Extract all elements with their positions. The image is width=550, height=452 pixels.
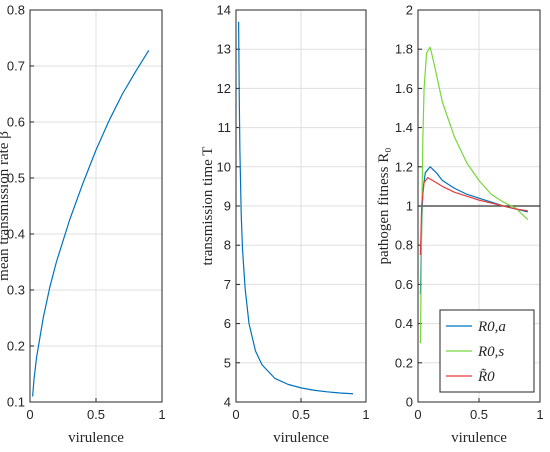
plot-frame: [417, 9, 541, 403]
legend: R0,a R0,s R̃0: [439, 309, 535, 393]
y-tick-label: 0.4: [395, 316, 413, 331]
y-tick-label: 0.1: [7, 395, 25, 410]
y-axis-label: mean transmission rate β̄: [0, 128, 12, 281]
y-tick-label: 4: [224, 395, 231, 410]
y-tick-label: 0.2: [7, 339, 25, 354]
y-tick-label: 0.3: [7, 283, 25, 298]
y-tick-label: 0.6: [7, 115, 25, 130]
y-axis-label: pathogen fitness R₀: [376, 148, 392, 265]
y-tick-label: 1.4: [395, 120, 413, 135]
chart-panel-1: 0 0.5 1 0.1 0.2 0.3 0.4 0.5 0.6 0.7 0.8 virulence me…: [0, 3, 166, 447]
y-tick-label: 1.8: [395, 42, 413, 57]
y-tick-label: 6: [224, 316, 231, 331]
y-tick-label: 12: [217, 81, 231, 96]
x-tick-label: 0.5: [292, 407, 310, 422]
y-tick-label: 9: [224, 199, 231, 214]
series-line-1: [32, 50, 150, 397]
chart-panel-3: 0 0.5 1 0 0.2 0.4 0.6 0.8 1 1.2 1.4 1.6 1.8 2 virulenc…: [376, 3, 544, 447]
y-tick-label: 0.2: [395, 355, 413, 370]
x-tick-label: 0: [26, 407, 33, 422]
y-tick-label: 2: [406, 3, 413, 18]
x-tick-label: 0: [232, 407, 239, 422]
y-tick-label: 8: [224, 238, 231, 253]
y-tick-label: 0.8: [395, 238, 413, 253]
x-tick-label: 0.5: [87, 407, 105, 422]
y-axis-label: transmission time T: [200, 147, 216, 266]
x-axis-label: virulence: [273, 430, 329, 446]
y-tick-label: 7: [224, 277, 231, 292]
plot-frame: [29, 9, 163, 403]
y-tick-label: 1.6: [395, 81, 413, 96]
legend-label: R0,s: [477, 344, 504, 360]
x-tick-label: 1: [536, 407, 543, 422]
chart-panel-2: 0 0.5 14567891011121314virulencetransmissi…: [200, 3, 370, 447]
y-tick-label: 14: [217, 3, 231, 18]
y-tick-label: 0: [406, 395, 413, 410]
y-tick-label: 5: [224, 355, 231, 370]
x-tick-label: 1: [362, 407, 369, 422]
legend-label: R̃0: [477, 369, 495, 385]
series-line-3: [419, 176, 528, 256]
y-tick-label: 0.5: [7, 171, 25, 186]
y-tick-label: 11: [218, 120, 232, 135]
x-axis-label: virulence: [68, 430, 124, 446]
x-tick-label: 0.5: [470, 407, 488, 422]
series-line-1: [238, 21, 354, 395]
y-tick-label: 0.7: [7, 59, 25, 74]
y-tick-label: 1: [406, 199, 413, 214]
x-tick-label: 1: [158, 407, 165, 422]
y-tick-label: 1.2: [395, 159, 413, 174]
legend-label: R0,a: [477, 319, 506, 335]
y-tick-label: 13: [217, 42, 231, 57]
plot-frame: [235, 9, 367, 403]
y-tick-label: 0.8: [7, 3, 25, 18]
x-axis-label: virulence: [451, 430, 507, 446]
y-tick-label: 0.4: [7, 227, 25, 242]
y-tick-label: 0.6: [395, 277, 413, 292]
x-tick-label: 0: [414, 407, 421, 422]
series-line-1: [419, 166, 528, 295]
series-line-2: [419, 46, 529, 344]
y-tick-label: 10: [217, 159, 231, 174]
